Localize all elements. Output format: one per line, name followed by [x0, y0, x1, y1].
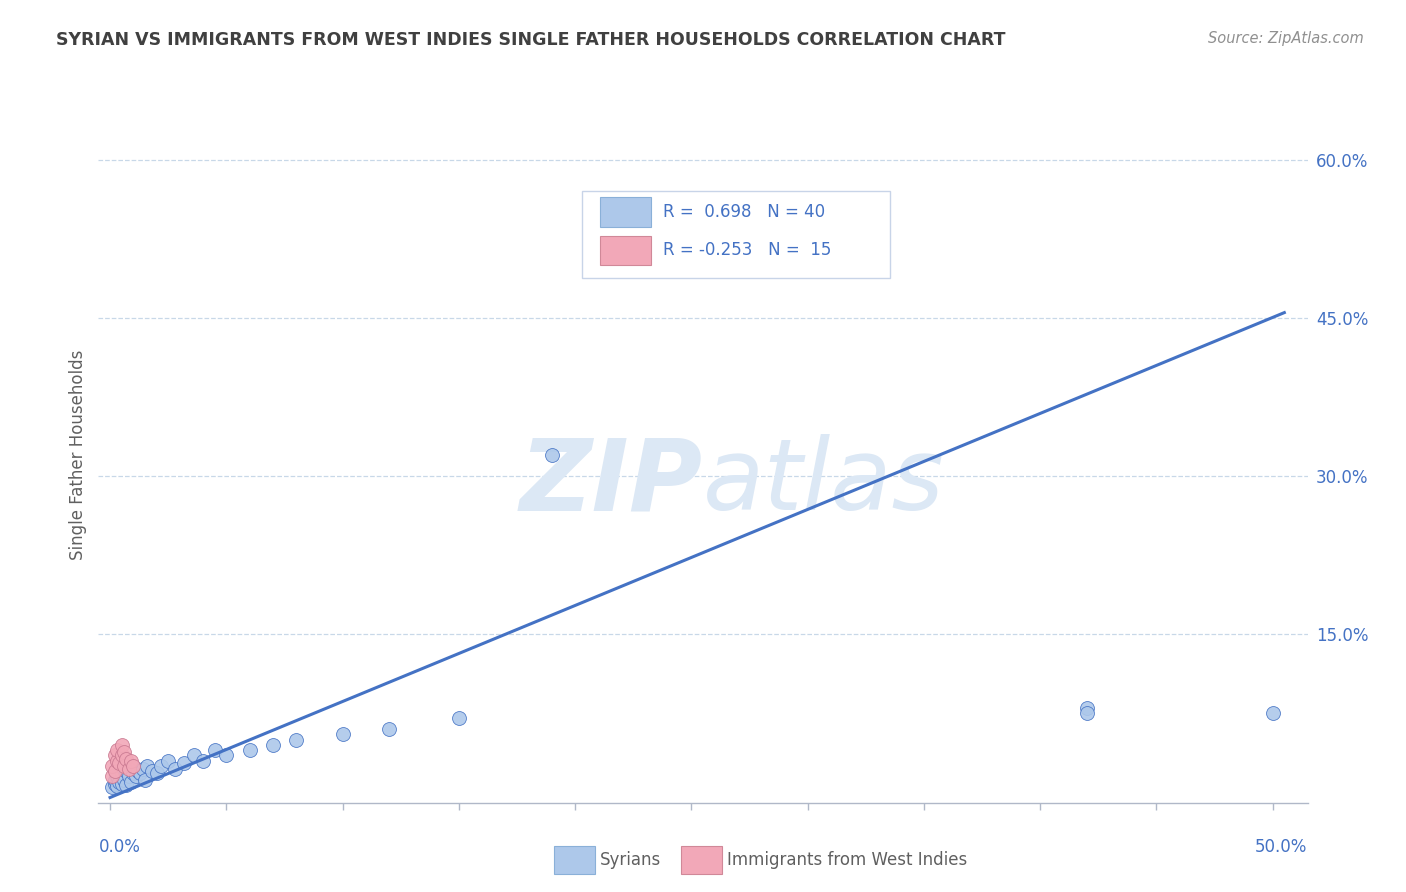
Point — [104, 748, 127, 763]
Y-axis label: Single Father Households: Single Father Households — [69, 350, 87, 560]
Point — [122, 759, 145, 773]
Point — [104, 777, 127, 791]
Point — [105, 743, 128, 757]
Text: SYRIAN VS IMMIGRANTS FROM WEST INDIES SINGLE FATHER HOUSEHOLDS CORRELATION CHART: SYRIAN VS IMMIGRANTS FROM WEST INDIES SI… — [56, 31, 1005, 49]
Point — [115, 778, 138, 792]
Point — [111, 766, 134, 780]
Point — [111, 777, 134, 791]
Text: atlas: atlas — [703, 434, 945, 532]
Point — [112, 745, 135, 759]
Point — [204, 743, 226, 757]
Point — [105, 769, 128, 783]
Point — [120, 754, 142, 768]
Point — [112, 772, 135, 787]
Point — [157, 754, 180, 768]
Text: R = -0.253   N =  15: R = -0.253 N = 15 — [664, 242, 831, 260]
Point — [191, 754, 214, 768]
Point — [122, 759, 145, 773]
Point — [447, 711, 470, 725]
Point — [108, 774, 131, 789]
Point — [111, 738, 134, 752]
Point — [101, 769, 124, 783]
Point — [173, 756, 195, 770]
Point — [540, 448, 562, 462]
FancyBboxPatch shape — [554, 846, 595, 874]
FancyBboxPatch shape — [600, 197, 651, 227]
Point — [141, 764, 163, 779]
Text: ZIP: ZIP — [520, 434, 703, 532]
Point — [118, 762, 141, 776]
Point — [122, 766, 145, 780]
Point — [1076, 706, 1098, 721]
FancyBboxPatch shape — [682, 846, 723, 874]
Point — [150, 759, 173, 773]
Point — [111, 748, 134, 763]
Point — [1261, 706, 1284, 721]
Point — [118, 769, 141, 783]
Point — [239, 743, 262, 757]
Point — [134, 772, 156, 787]
Point — [104, 764, 127, 779]
Point — [145, 766, 167, 780]
Point — [131, 762, 153, 776]
FancyBboxPatch shape — [600, 235, 651, 265]
Point — [124, 769, 146, 783]
Text: Syrians: Syrians — [600, 851, 661, 869]
Point — [115, 764, 138, 779]
FancyBboxPatch shape — [582, 191, 890, 277]
Text: Immigrants from West Indies: Immigrants from West Indies — [727, 851, 967, 869]
Text: R =  0.698   N = 40: R = 0.698 N = 40 — [664, 203, 825, 221]
Point — [115, 751, 138, 765]
Point — [1076, 701, 1098, 715]
Point — [727, 237, 749, 252]
Point — [101, 759, 124, 773]
Point — [105, 779, 128, 793]
Text: 0.0%: 0.0% — [98, 838, 141, 855]
Point — [112, 759, 135, 773]
Point — [183, 748, 205, 763]
Point — [120, 774, 142, 789]
Point — [136, 759, 159, 773]
Point — [262, 738, 284, 752]
Point — [108, 756, 131, 770]
Text: 50.0%: 50.0% — [1256, 838, 1308, 855]
Point — [165, 762, 187, 776]
Point — [285, 732, 308, 747]
Point — [105, 754, 128, 768]
Point — [215, 748, 238, 763]
Point — [332, 727, 354, 741]
Point — [101, 780, 124, 794]
Text: Source: ZipAtlas.com: Source: ZipAtlas.com — [1208, 31, 1364, 46]
Point — [378, 722, 401, 736]
Point — [104, 772, 127, 787]
Point — [127, 764, 149, 779]
Point — [129, 766, 152, 780]
